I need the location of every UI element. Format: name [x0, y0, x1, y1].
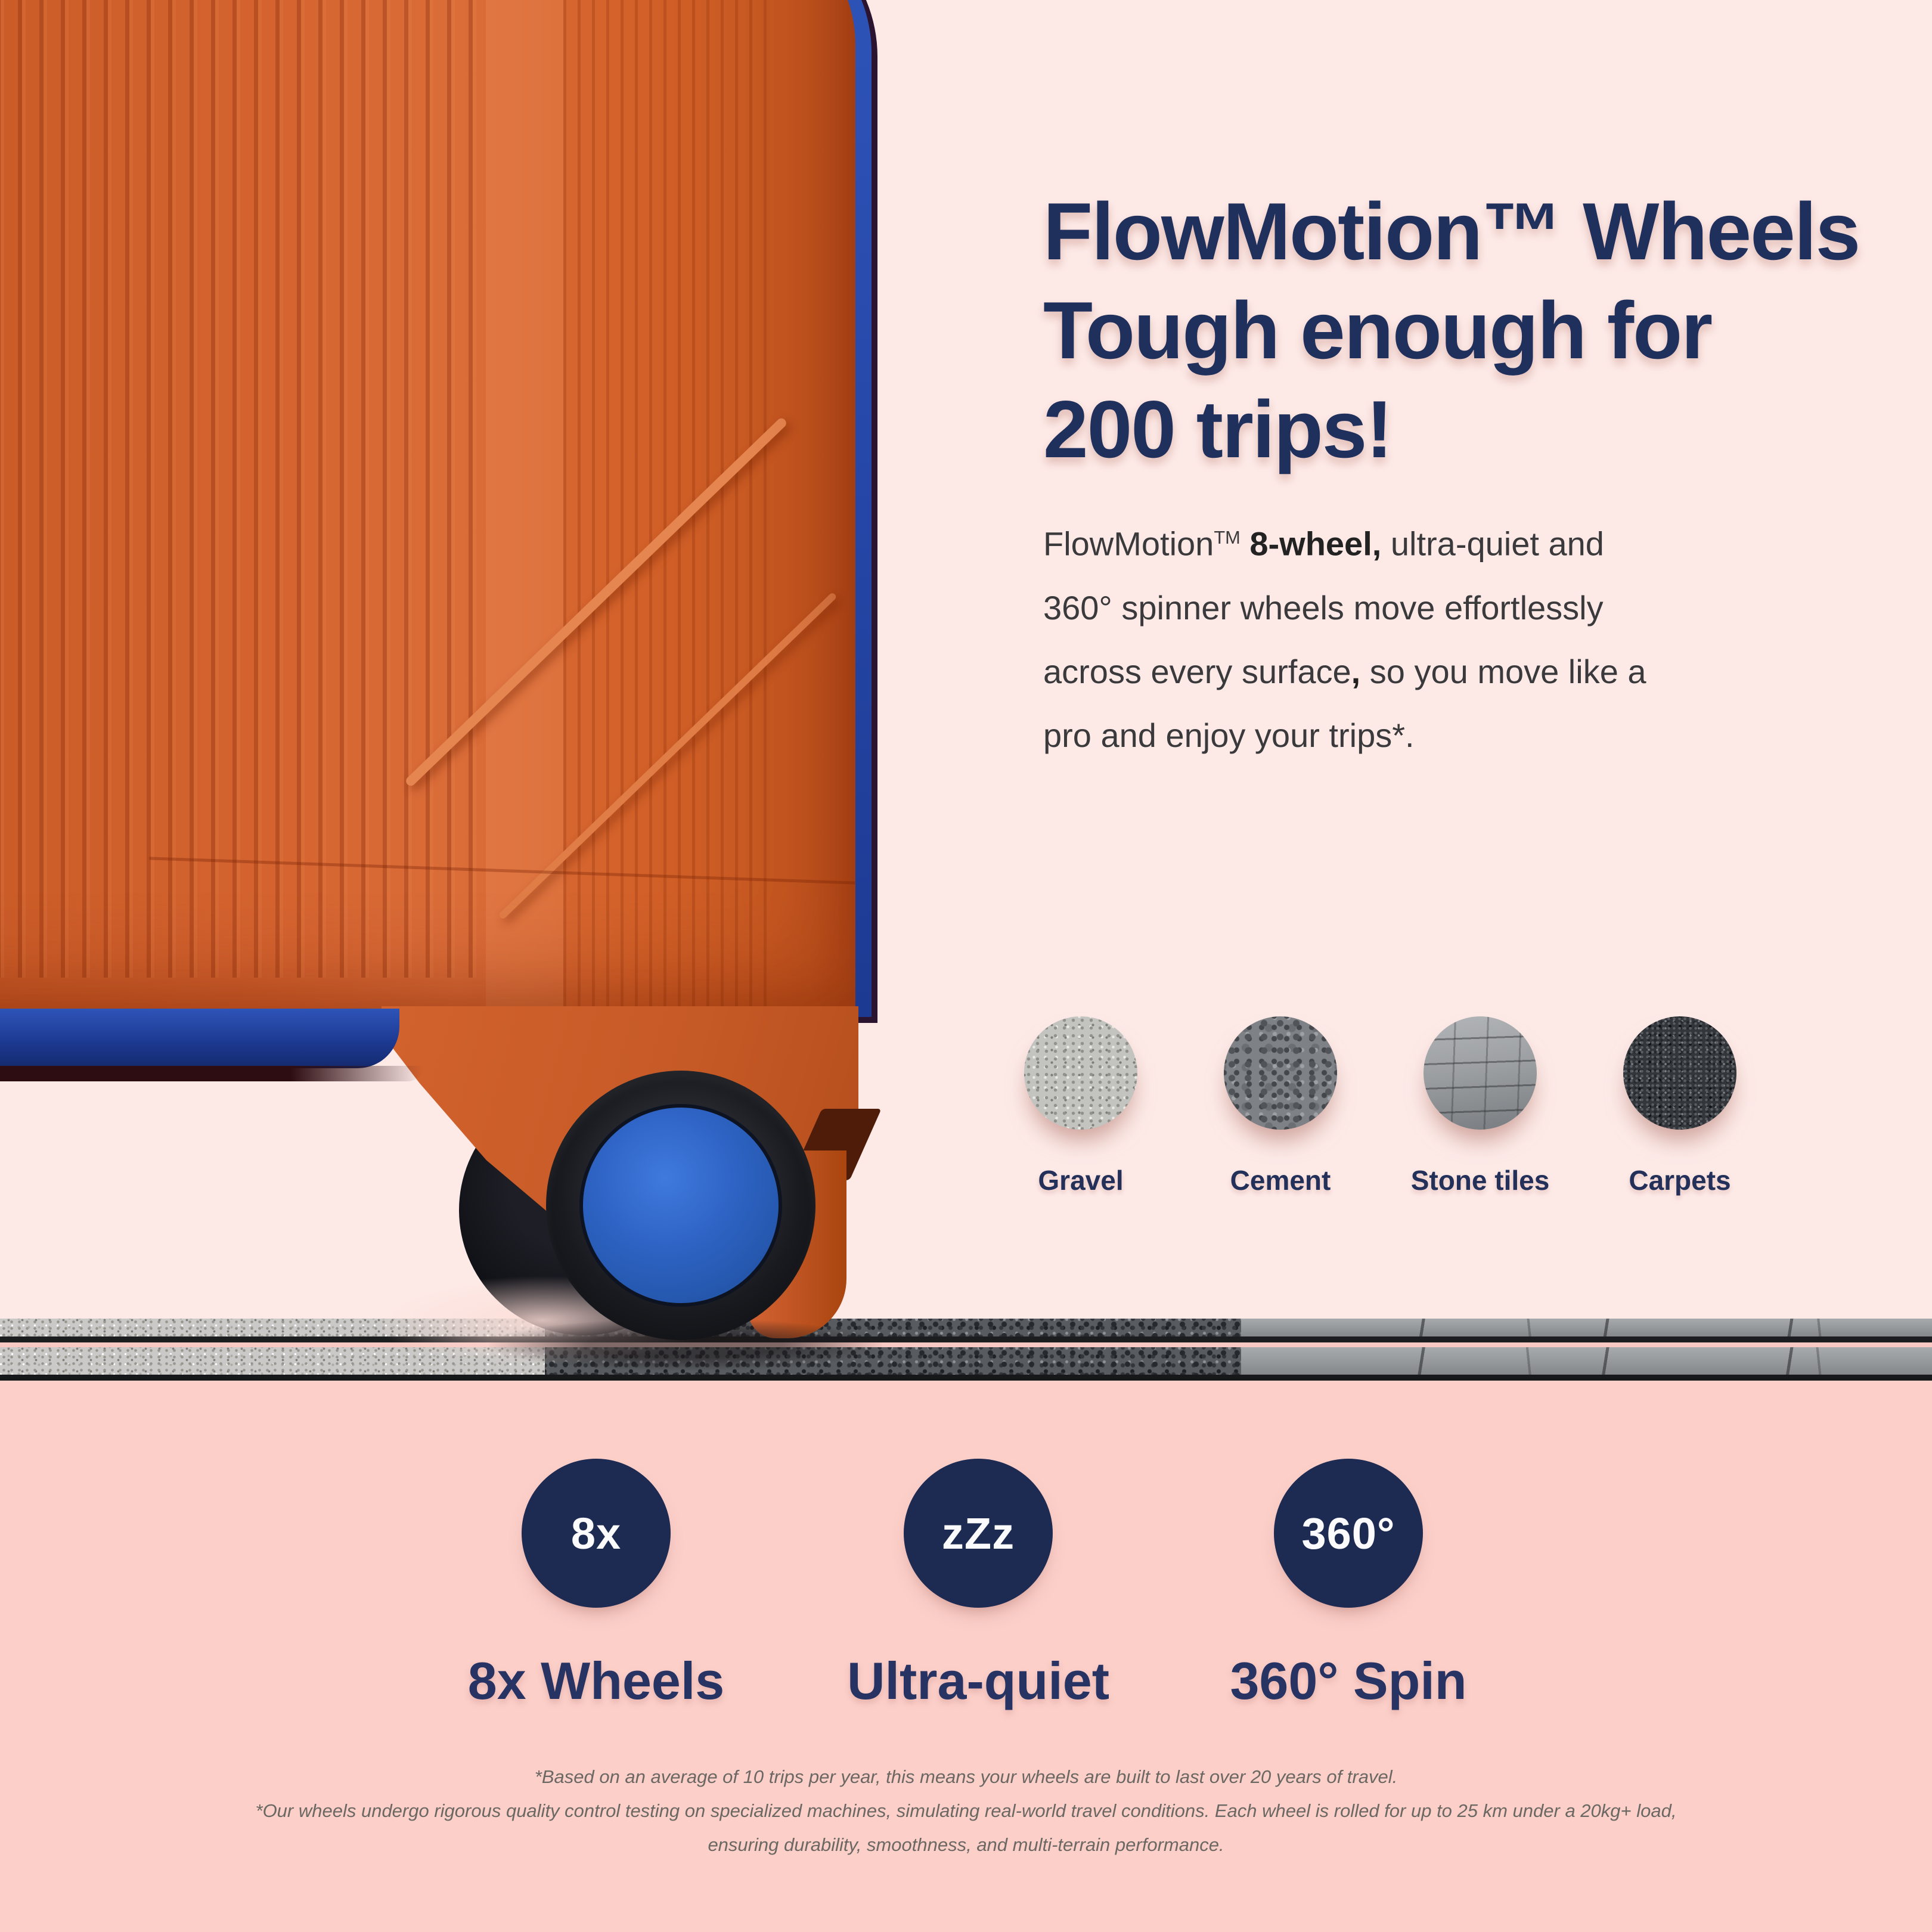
- headline-line: Tough enough for: [1043, 285, 1713, 376]
- feature-8x-wheels: 8x 8x Wheels: [468, 1459, 724, 1711]
- ground-strip-near: [0, 1347, 1932, 1381]
- ground-segment-stone-tiles: [1241, 1319, 1932, 1336]
- body-text: so you move like a: [1360, 652, 1646, 690]
- wheel-bracket: [748, 1150, 846, 1338]
- feature-label: 8x Wheels: [467, 1651, 725, 1710]
- headline: FlowMotion™ Wheels Tough enough for 200 …: [1043, 182, 1860, 479]
- stone-tiles-texture-image: [1424, 1016, 1537, 1130]
- body-line: FlowMotionTM 8-wheel, ultra-quiet and: [1043, 506, 1646, 576]
- badge-text: 8x: [570, 1508, 622, 1558]
- suitcase-ribs-right: [563, 0, 772, 1015]
- body-text: ultra-quiet and: [1381, 525, 1604, 563]
- feature-ultra-quiet: zZz Ultra-quiet: [847, 1459, 1109, 1711]
- wheel-housing-notch: [790, 1109, 882, 1180]
- suitcase-shell: [0, 0, 855, 1015]
- suitcase-outline: [0, 0, 877, 1023]
- footnote-line: *Based on an average of 10 trips per yea…: [534, 1766, 1398, 1787]
- feature-360-spin: 360° 360° Spin: [1230, 1459, 1467, 1711]
- body-text: FlowMotion: [1043, 525, 1214, 563]
- front-wheel: [546, 1071, 815, 1340]
- feature-label: 360° Spin: [1230, 1651, 1467, 1710]
- suitcase-corner: [382, 1006, 858, 1233]
- feature-label: Ultra-quiet: [847, 1651, 1109, 1710]
- surface-item-stone-tiles: Stone tiles: [1411, 1016, 1549, 1196]
- suitcase-diagonal-ridge: [498, 591, 838, 920]
- headline-line: FlowMotion™ Wheels: [1043, 186, 1860, 277]
- body-text: 360° spinner wheels move effortlessly: [1043, 588, 1604, 627]
- ground-segment-asphalt: [545, 1319, 1241, 1336]
- badge-zzz: zZz: [904, 1459, 1053, 1608]
- body-text: pro and enjoy your trips*.: [1043, 716, 1415, 754]
- suitcase-ribs-left: [0, 0, 486, 978]
- suitcase-seam: [149, 857, 855, 885]
- surface-label: Gravel: [1038, 1165, 1124, 1196]
- body-line: 360° spinner wheels move effortlessly: [1043, 576, 1646, 640]
- body-text: across every surface: [1043, 652, 1351, 690]
- suitcase-diagonal-ridge: [404, 416, 789, 788]
- ground-segment-stone-tiles: [1241, 1347, 1932, 1375]
- suitcase-bottom-rail: [0, 1009, 399, 1068]
- suitcase-panel-light: [486, 0, 563, 1015]
- ground-segment-asphalt: [545, 1347, 1241, 1375]
- body-text-bold: 8-wheel,: [1240, 525, 1382, 563]
- carpets-texture-image: [1623, 1016, 1736, 1130]
- body-text-bold: ,: [1351, 652, 1361, 690]
- surface-item-cement: Cement: [1224, 1016, 1337, 1196]
- surface-item-gravel: Gravel: [1024, 1016, 1137, 1196]
- headline-line: 200 trips!: [1043, 384, 1393, 475]
- body-paragraph: FlowMotionTM 8-wheel, ultra-quiet and 36…: [1043, 506, 1646, 767]
- badge-text: 360°: [1301, 1508, 1395, 1558]
- wheel-well: [525, 1106, 805, 1291]
- wheel-hub: [579, 1104, 782, 1307]
- rear-wheel: [459, 1085, 709, 1335]
- ground-segment-gravel: [0, 1319, 545, 1336]
- badge-text: zZz: [941, 1508, 1015, 1558]
- surface-label: Cement: [1230, 1165, 1331, 1196]
- suitcase-edge-piping: [0, 0, 872, 1017]
- footnote-line: *Our wheels undergo rigorous quality con…: [255, 1800, 1677, 1821]
- surface-label: Stone tiles: [1410, 1165, 1550, 1196]
- surface-label: Carpets: [1629, 1165, 1731, 1196]
- body-line: pro and enjoy your trips*.: [1043, 703, 1646, 767]
- gravel-texture-image: [1024, 1016, 1137, 1130]
- surface-item-carpets: Carpets: [1623, 1016, 1736, 1196]
- footnotes: *Based on an average of 10 trips per yea…: [0, 1760, 1932, 1862]
- ground-segment-gravel: [0, 1347, 545, 1375]
- badge-8x: 8x: [522, 1459, 671, 1608]
- body-line: across every surface, so you move like a: [1043, 640, 1646, 703]
- surface-swatches-row: Gravel Cement Stone tiles Carpets: [1024, 1016, 1736, 1196]
- cement-texture-image: [1224, 1016, 1337, 1130]
- ground-strip-far: [0, 1319, 1932, 1342]
- wheel-bracket-lip: [703, 1148, 754, 1220]
- footnote-line: ensuring durability, smoothness, and mul…: [708, 1834, 1224, 1855]
- suitcase-rail-shadow: [0, 1066, 423, 1081]
- trademark-superscript: TM: [1214, 527, 1241, 548]
- badge-360: 360°: [1274, 1459, 1423, 1608]
- ground-strip-gap: [0, 1342, 1932, 1347]
